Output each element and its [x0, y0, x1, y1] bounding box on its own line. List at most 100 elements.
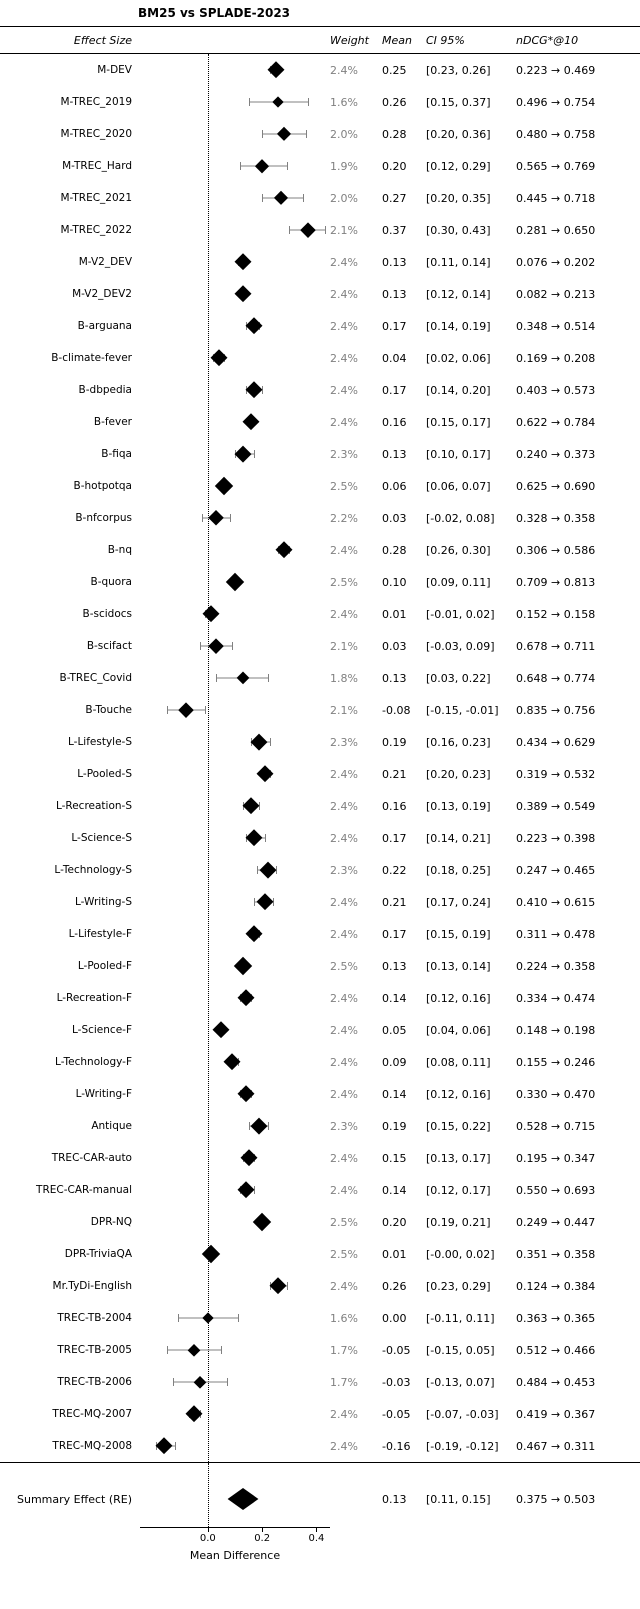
row-ndcg: 0.363 → 0.365: [516, 1312, 636, 1325]
row-plot-cell: [140, 182, 330, 214]
row-mean: 0.06: [382, 480, 426, 493]
row-mean: 0.28: [382, 544, 426, 557]
effect-marker: [245, 381, 263, 399]
row-ci: [-0.15, -0.01]: [426, 704, 516, 717]
ci-cap-left: [167, 706, 168, 714]
effect-marker: [223, 1053, 241, 1071]
row-label: DPR-NQ: [0, 1216, 140, 1228]
row-mean: 0.13: [382, 960, 426, 973]
table-row: TREC-CAR-manual2.4%0.14[0.12, 0.17]0.550…: [0, 1174, 640, 1206]
row-ndcg: 0.512 → 0.466: [516, 1344, 636, 1357]
row-mean: 0.00: [382, 1312, 426, 1325]
row-weight: 1.7%: [330, 1376, 382, 1389]
row-ci: [0.23, 0.29]: [426, 1280, 516, 1293]
row-label: TREC-CAR-auto: [0, 1152, 140, 1164]
row-label: B-TREC_Covid: [0, 672, 140, 684]
row-plot-cell: [140, 1110, 330, 1142]
row-ci: [0.04, 0.06]: [426, 1024, 516, 1037]
row-ci: [0.18, 0.25]: [426, 864, 516, 877]
row-ci: [0.19, 0.21]: [426, 1216, 516, 1229]
row-ci: [0.30, 0.43]: [426, 224, 516, 237]
row-label: DPR-TriviaQA: [0, 1248, 140, 1260]
table-row: L-Pooled-S2.4%0.21[0.20, 0.23]0.319 → 0.…: [0, 758, 640, 790]
row-mean: -0.05: [382, 1408, 426, 1421]
row-weight: 2.0%: [330, 192, 382, 205]
row-label: B-scidocs: [0, 608, 140, 620]
row-ci: [0.13, 0.17]: [426, 1152, 516, 1165]
row-ndcg: 0.328 → 0.358: [516, 512, 636, 525]
row-ndcg: 0.709 → 0.813: [516, 576, 636, 589]
row-mean: -0.03: [382, 1376, 426, 1389]
row-mean: 0.16: [382, 416, 426, 429]
header-ci: CI 95%: [426, 34, 516, 47]
row-label: L-Recreation-S: [0, 800, 140, 812]
row-plot-cell: [140, 1078, 330, 1110]
table-row: TREC-TB-20061.7%-0.03[-0.13, 0.07]0.484 …: [0, 1366, 640, 1398]
row-weight: 2.4%: [330, 416, 382, 429]
row-ci: [0.12, 0.14]: [426, 288, 516, 301]
row-label: Antique: [0, 1120, 140, 1132]
ci-cap-left: [249, 98, 250, 106]
row-label: M-TREC_2021: [0, 192, 140, 204]
row-ci: [-0.11, 0.11]: [426, 1312, 516, 1325]
row-ndcg: 0.625 → 0.690: [516, 480, 636, 493]
row-plot-cell: [140, 662, 330, 694]
row-ndcg: 0.148 → 0.198: [516, 1024, 636, 1037]
table-row: B-hotpotqa2.5%0.06[0.06, 0.07]0.625 → 0.…: [0, 470, 640, 502]
row-plot-cell: [140, 918, 330, 950]
effect-marker: [201, 1245, 219, 1263]
row-weight: 1.9%: [330, 160, 382, 173]
ci-cap-left: [173, 1378, 174, 1386]
effect-marker: [245, 317, 263, 335]
row-ci: [0.02, 0.06]: [426, 352, 516, 365]
header-effect-size: Effect Size: [0, 34, 140, 47]
table-row: M-V2_DEV22.4%0.13[0.12, 0.14]0.082 → 0.2…: [0, 278, 640, 310]
summary-ndcg: 0.375 → 0.503: [516, 1493, 636, 1506]
forest-plot: BM25 vs SPLADE-2023 Effect Size Weight M…: [0, 0, 640, 1567]
ci-cap-right: [268, 1122, 269, 1130]
table-row: B-climate-fever2.4%0.04[0.02, 0.06]0.169…: [0, 342, 640, 374]
table-row: L-Technology-F2.4%0.09[0.08, 0.11]0.155 …: [0, 1046, 640, 1078]
row-ndcg: 0.480 → 0.758: [516, 128, 636, 141]
ci-cap-left: [262, 130, 263, 138]
row-label: TREC-MQ-2008: [0, 1440, 140, 1452]
row-ci: [0.08, 0.11]: [426, 1056, 516, 1069]
table-row: M-TREC_Hard1.9%0.20[0.12, 0.29]0.565 → 0…: [0, 150, 640, 182]
row-ndcg: 0.247 → 0.465: [516, 864, 636, 877]
row-ndcg: 0.389 → 0.549: [516, 800, 636, 813]
axis-tick-label: 0.4: [308, 1533, 324, 1544]
row-ci: [0.26, 0.30]: [426, 544, 516, 557]
row-ci: [-0.02, 0.08]: [426, 512, 516, 525]
table-row: L-Science-S2.4%0.17[0.14, 0.21]0.223 → 0…: [0, 822, 640, 854]
row-ci: [0.15, 0.17]: [426, 416, 516, 429]
row-plot-cell: [140, 374, 330, 406]
effect-marker: [245, 829, 263, 847]
row-mean: 0.28: [382, 128, 426, 141]
ci-cap-left: [262, 194, 263, 202]
ci-cap-left: [167, 1346, 168, 1354]
table-row: B-scifact2.1%0.03[-0.03, 0.09]0.678 → 0.…: [0, 630, 640, 662]
row-label: L-Recreation-F: [0, 992, 140, 1004]
ci-cap-right: [175, 1442, 176, 1450]
effect-marker: [208, 638, 223, 653]
header-weight: Weight: [330, 34, 382, 47]
row-weight: 2.2%: [330, 512, 382, 525]
table-row: M-TREC_20191.6%0.26[0.15, 0.37]0.496 → 0…: [0, 86, 640, 118]
header-mean: Mean: [382, 34, 426, 47]
row-mean: 0.03: [382, 640, 426, 653]
summary-effect-marker: [243, 1499, 274, 1521]
ci-cap-right: [287, 162, 288, 170]
row-plot-cell: [140, 1430, 330, 1462]
effect-marker: [234, 253, 252, 271]
row-weight: 2.1%: [330, 704, 382, 717]
effect-marker: [277, 127, 291, 141]
row-ndcg: 0.224 → 0.358: [516, 960, 636, 973]
row-ci: [0.23, 0.26]: [426, 64, 516, 77]
row-ndcg: 0.152 → 0.158: [516, 608, 636, 621]
row-ndcg: 0.565 → 0.769: [516, 160, 636, 173]
table-row: L-Science-F2.4%0.05[0.04, 0.06]0.148 → 0…: [0, 1014, 640, 1046]
ci-cap-right: [227, 1378, 228, 1386]
effect-marker: [179, 702, 194, 717]
table-row: Mr.TyDi-English2.4%0.26[0.23, 0.29]0.124…: [0, 1270, 640, 1302]
row-plot-cell: [140, 1142, 330, 1174]
